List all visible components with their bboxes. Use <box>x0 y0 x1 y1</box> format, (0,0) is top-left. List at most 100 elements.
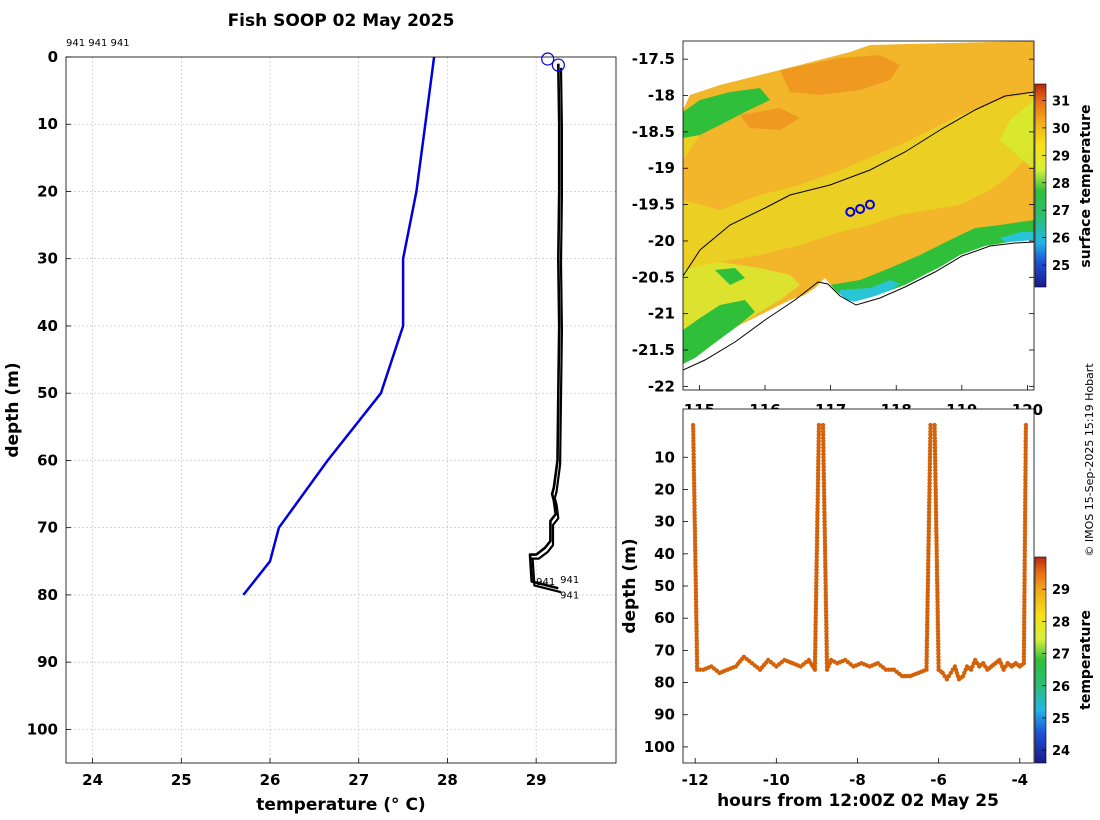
profile-station-label: 941 <box>560 590 579 601</box>
profile-plot-frame <box>65 56 617 764</box>
sst-colorbar-tick-label: 25 <box>1052 259 1070 274</box>
timeseries-point <box>935 596 940 602</box>
timeseries-point <box>942 673 947 679</box>
timeseries-point <box>927 493 932 499</box>
timeseries-point <box>814 532 820 537</box>
timeseries-point <box>928 442 933 447</box>
timeseries-point <box>926 513 932 518</box>
timeseries-point <box>694 638 699 643</box>
timeseries-point <box>1001 667 1006 672</box>
timeseries-point <box>927 461 933 466</box>
sst-colorbar-tick-label: 31 <box>1052 94 1070 109</box>
figure-title: Fish SOOP 02 May 2025 <box>228 11 455 31</box>
timeseries-point <box>692 484 697 489</box>
timeseries-point <box>927 487 932 492</box>
timeseries-point <box>823 574 828 579</box>
timeseries-point <box>821 474 826 479</box>
timeseries-point <box>821 484 827 489</box>
timeseries-point <box>813 632 818 637</box>
timeseries-point <box>1023 474 1028 479</box>
timeseries-point <box>935 606 940 611</box>
timeseries-point <box>815 509 820 515</box>
timeseries-point <box>924 651 929 656</box>
timeseries-point <box>813 612 818 618</box>
timeseries-point <box>925 570 931 576</box>
timeseries-point <box>935 622 941 627</box>
timeseries-point <box>822 535 828 540</box>
timeseries-point <box>934 570 940 576</box>
timeseries-point <box>1021 654 1027 659</box>
timeseries-point <box>1021 632 1027 637</box>
timeseries-point <box>824 654 829 659</box>
timeseries-point <box>823 567 828 573</box>
map-y-tick-label: -19 <box>648 159 675 177</box>
timeseries-point <box>950 667 955 672</box>
timeseries-point <box>694 609 699 614</box>
timeseries-point <box>933 480 938 486</box>
timeseries-point <box>1022 525 1028 531</box>
track-point <box>845 206 856 217</box>
timeseries-background <box>683 409 1034 763</box>
timeseries-point <box>692 532 698 537</box>
timeseries-point <box>925 577 931 582</box>
profile-y-tick-label: 20 <box>37 182 58 200</box>
timeseries-point <box>693 554 698 560</box>
timeseries-point <box>1022 503 1028 508</box>
timeseries-point <box>815 516 820 521</box>
timeseries-x-ticks: -12 -10 -8 -6 -4 <box>682 758 1028 789</box>
timeseries-point <box>816 448 821 453</box>
timeseries-point <box>1022 548 1027 553</box>
timeseries-point <box>816 432 821 437</box>
timeseries-y-tick-label: 60 <box>654 609 675 627</box>
profile-x-tick-label: 26 <box>260 771 281 789</box>
timeseries-point <box>814 538 820 544</box>
profile-y-tick-label: 30 <box>37 250 58 268</box>
timeseries-point <box>1023 490 1028 495</box>
timeseries-point <box>814 554 819 560</box>
timeseries-point <box>924 632 930 637</box>
timeseries-point <box>822 496 827 502</box>
timeseries-x-tick-label: -10 <box>763 771 790 789</box>
timeseries-point <box>822 509 827 515</box>
timeseries-point <box>1022 532 1028 537</box>
timeseries-point <box>927 500 932 505</box>
timeseries-point <box>816 442 821 447</box>
profile-y-tick-label: 80 <box>37 586 58 604</box>
timeseries-point <box>936 651 941 656</box>
timeseries-point <box>691 445 696 450</box>
timeseries-point <box>935 635 941 640</box>
timeseries-point <box>821 464 826 470</box>
timeseries-point <box>970 664 975 669</box>
timeseries-point <box>824 657 830 663</box>
depth-timeseries: -12 -10 -8 -6 -4 10 20 30 40 50 60 70 80 90 100 hours… <box>620 408 1094 811</box>
timeseries-point <box>816 439 821 444</box>
timeseries-point <box>936 638 941 643</box>
timeseries-point <box>1021 641 1027 647</box>
timeseries-point <box>1022 554 1027 560</box>
timeseries-point <box>821 467 826 473</box>
timeseries-point <box>935 599 940 605</box>
timeseries-point <box>927 458 933 463</box>
timeseries-point <box>1022 596 1027 602</box>
map-y-tick-label: -18 <box>648 87 675 105</box>
map-y-tick-label: -20.5 <box>632 268 675 286</box>
timeseries-point <box>1022 599 1027 605</box>
timeseries-point <box>925 593 930 598</box>
timeseries-point <box>927 455 933 460</box>
timeseries-point <box>694 622 699 627</box>
timeseries-point <box>823 570 828 576</box>
timeseries-point <box>813 641 818 647</box>
timeseries-point <box>692 490 697 495</box>
timeseries-point <box>816 461 821 466</box>
timeseries-point <box>934 548 939 553</box>
timeseries-point <box>1023 439 1028 444</box>
timeseries-point <box>822 503 827 508</box>
timeseries-point <box>822 542 828 547</box>
timeseries-point <box>1022 529 1028 534</box>
timeseries-point <box>1022 506 1028 511</box>
timeseries-point <box>821 448 826 453</box>
timeseries-point <box>1022 500 1028 505</box>
timeseries-point <box>824 616 829 621</box>
timeseries-point <box>822 493 827 499</box>
